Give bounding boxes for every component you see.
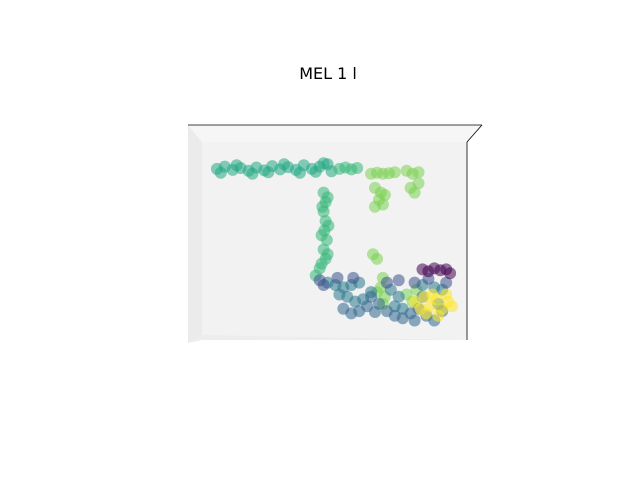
scatter-point	[444, 267, 457, 280]
chart-title: MEL 1 l	[299, 64, 357, 83]
scatter-point	[278, 158, 291, 171]
scatter-point	[376, 198, 389, 211]
scatter-points	[210, 157, 459, 327]
scatter-point	[309, 165, 322, 178]
scatter-point	[408, 314, 421, 327]
scatter-point	[408, 276, 421, 289]
scatter-point	[246, 167, 259, 180]
scatter-point	[371, 252, 383, 265]
scatter-point	[412, 166, 425, 179]
scatter-point	[412, 177, 425, 190]
cluster-6	[416, 262, 457, 280]
scatter-point	[432, 309, 445, 322]
scatter-point	[392, 290, 405, 303]
scatter-point	[380, 276, 393, 289]
scatter-point	[315, 229, 328, 242]
scatter-point	[365, 290, 378, 303]
axes-3d	[188, 124, 483, 343]
scatter-point	[317, 279, 330, 291]
cluster-0	[210, 157, 338, 180]
scatter-point	[388, 166, 401, 179]
scatter-point	[408, 186, 421, 199]
scatter-point	[426, 288, 439, 301]
scatter-point	[373, 297, 385, 310]
cluster-7	[408, 288, 459, 322]
cluster-1	[309, 161, 364, 282]
scatter-point	[293, 166, 306, 179]
back-pane	[202, 142, 467, 340]
scatter-point	[321, 248, 334, 261]
top-pane	[188, 125, 482, 142]
scatter-point	[230, 159, 243, 172]
scatter-point	[440, 276, 453, 289]
scatter-point	[321, 191, 334, 204]
scatter-point	[322, 219, 335, 232]
scatter-point	[440, 288, 453, 301]
scatter-point	[316, 200, 329, 213]
scatter-point	[446, 300, 459, 313]
scatter-point	[351, 162, 364, 174]
scatter-point	[262, 166, 275, 179]
scatter-point	[317, 157, 330, 170]
scatter-point	[392, 274, 405, 287]
floor-pane	[188, 335, 467, 343]
scatter-point	[347, 271, 360, 284]
left-pane	[188, 125, 202, 343]
axis-line-right-diagonal	[466, 124, 483, 143]
scatter-point	[420, 307, 433, 320]
scatter-point	[331, 271, 344, 284]
scatter-point	[333, 288, 346, 301]
scatter-point	[214, 166, 227, 179]
scatter-point	[378, 189, 391, 201]
